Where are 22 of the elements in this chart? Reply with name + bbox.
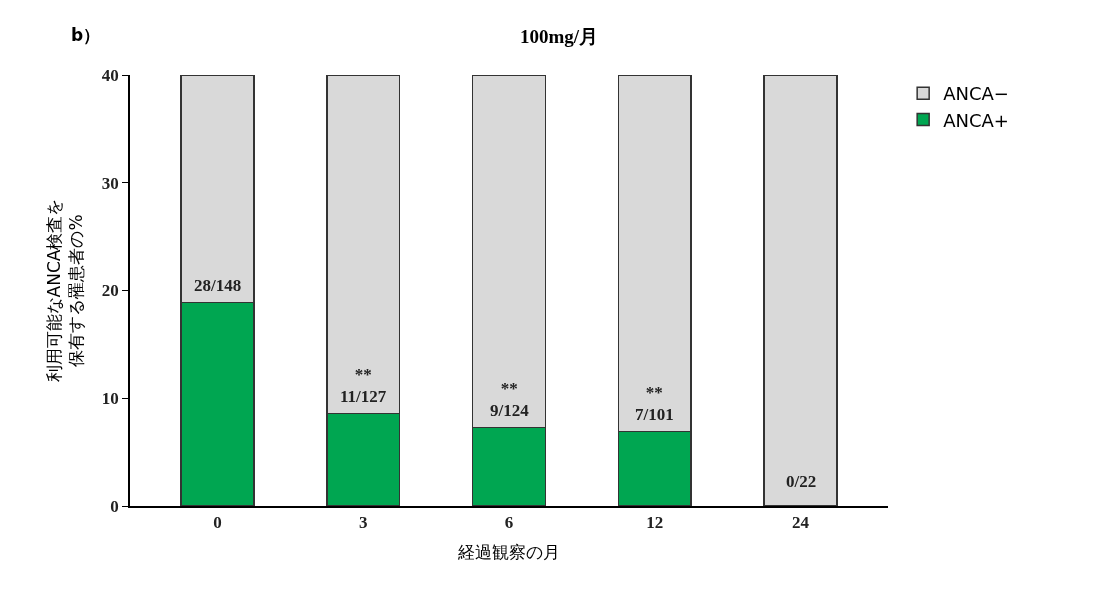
y-axis-title: 利用可能なANCA検査を保有する罹患者の% <box>43 198 86 383</box>
data-label: ** 11/127 <box>340 365 387 407</box>
chart-title: 100mg/月 <box>519 26 599 48</box>
x-axis-title: 経過観察の月 <box>457 542 560 563</box>
text: b） <box>71 25 101 45</box>
x-tick-label: 3 <box>358 513 368 533</box>
x-tick-label: 6 <box>504 513 514 533</box>
x-tick-label: 24 <box>792 513 810 533</box>
x-tick-label: 0 <box>213 513 222 533</box>
legend-label: ANCA+ <box>943 109 1009 131</box>
y-tick-label: 0 <box>110 496 119 516</box>
y-tick-label: 10 <box>101 389 119 409</box>
y-tick-label: 40 <box>101 65 119 85</box>
y-tick-label: 30 <box>101 173 119 193</box>
legend-label: ANCA− <box>943 83 1009 105</box>
data-label: 28/148 <box>194 276 242 295</box>
x-tick-label: 12 <box>646 513 664 533</box>
bar <box>763 75 838 506</box>
data-label: 0/22 <box>786 472 817 491</box>
data-label: ** 7/101 <box>635 383 674 425</box>
data-label: ** 9/124 <box>490 379 530 421</box>
y-tick-label: 20 <box>101 281 119 301</box>
